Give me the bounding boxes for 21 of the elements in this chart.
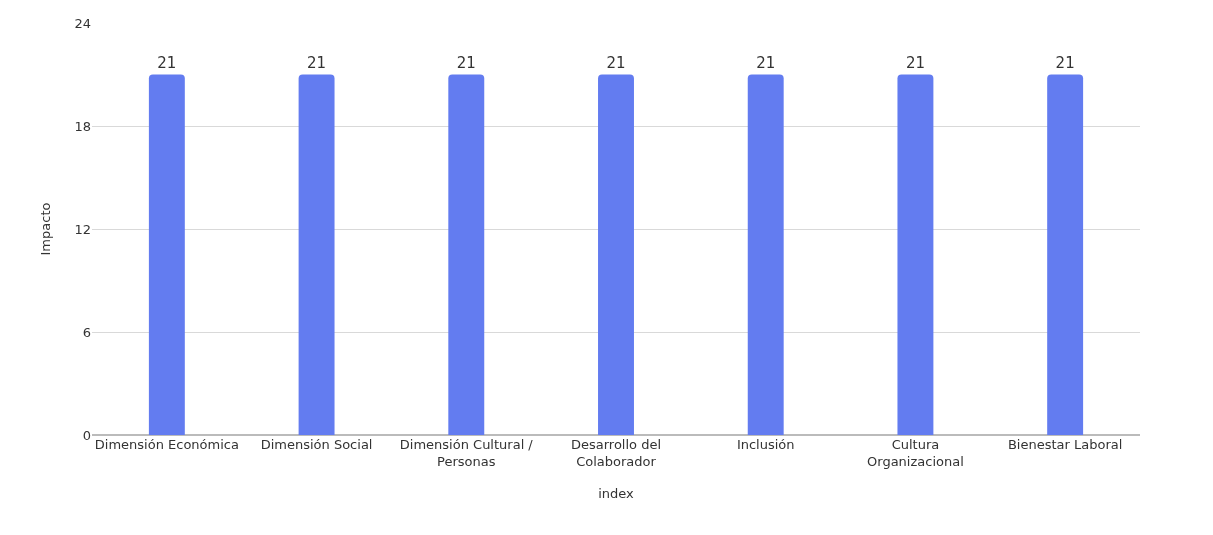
data-label: 21 xyxy=(456,53,476,72)
x-tick-label: Inclusión xyxy=(736,437,795,452)
y-tick-label: 6 xyxy=(82,324,91,340)
y-axis-title: Impacto xyxy=(38,202,54,256)
y-tick-label: 24 xyxy=(74,15,91,31)
data-label: 21 xyxy=(606,53,626,72)
x-tick-label: Dimensión Económica xyxy=(94,437,239,452)
y-tick-label: 0 xyxy=(82,427,91,443)
data-label: 21 xyxy=(157,53,177,72)
data-label: 21 xyxy=(307,53,327,72)
x-tick-label: Dimensión Cultural / Personas xyxy=(399,437,534,469)
x-tick-label: Bienestar Laboral xyxy=(1007,437,1123,452)
data-label: 21 xyxy=(905,53,925,72)
y-tick-label: 12 xyxy=(74,221,91,237)
x-tick-label: Dimensión Social xyxy=(260,437,373,452)
y-tick-label: 18 xyxy=(74,118,91,134)
data-label: 21 xyxy=(756,53,776,72)
x-tick-label: Desarrollo del Colaborador xyxy=(570,437,662,469)
x-tick-label: Cultura Organizacional xyxy=(867,437,964,469)
x-axis-title: index xyxy=(598,485,635,501)
data-label: 21 xyxy=(1055,53,1075,72)
